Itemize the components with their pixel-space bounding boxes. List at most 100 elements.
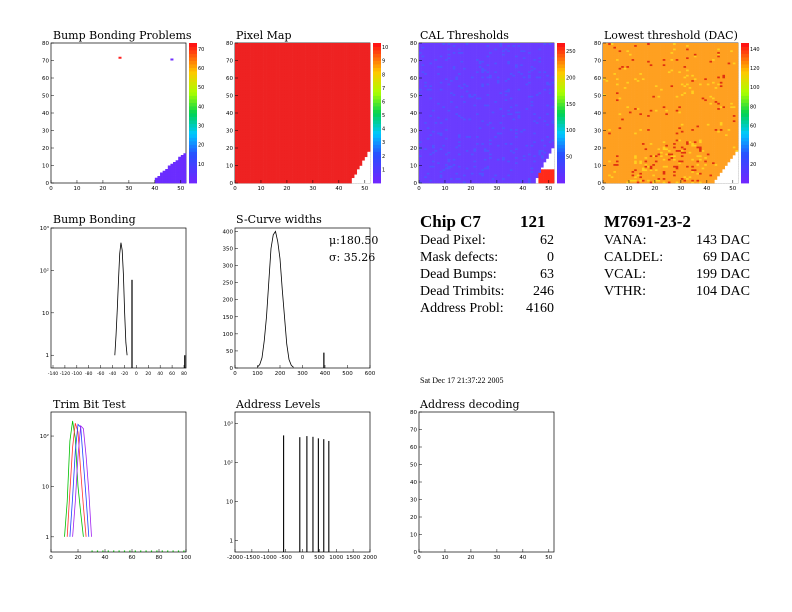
cal_thresholds-cell (450, 167, 454, 170)
pixel_map-cell (305, 65, 308, 68)
pixel_map-cell (279, 151, 283, 154)
pixel_map-cell (364, 48, 368, 51)
pixel_map-cell (258, 114, 262, 117)
pixel_map-cell (310, 135, 314, 138)
pixel_map-cell (250, 67, 254, 70)
pixel_map-cell (255, 163, 259, 166)
pixel_map-cell (294, 123, 298, 126)
pixel_map-cell (325, 48, 329, 51)
pixel_map-cell (299, 139, 303, 142)
pixel_map-cell (318, 176, 321, 179)
pixel_map-cell (346, 176, 350, 179)
cal_thresholds-cell (481, 177, 485, 180)
pixel_map-cell (328, 127, 332, 130)
pixel_map-cell (367, 90, 371, 93)
pixel_map-cell (263, 109, 267, 112)
pixel_map-cell (247, 83, 251, 86)
pixel_map-cell (354, 106, 358, 109)
cal_thresholds-cell (463, 165, 467, 168)
pixel_map-cell (362, 118, 366, 121)
pixel_map-cell (367, 79, 371, 82)
pixel_map-cell (315, 95, 319, 98)
pixel_map-cell (292, 167, 296, 170)
pixel_map-cell (362, 163, 366, 166)
cal_thresholds-cell (429, 170, 433, 173)
pixel_map-cell (341, 118, 345, 121)
pixel_map-cell (297, 139, 301, 142)
pixel_map-cell (312, 172, 316, 175)
pixel_map-cell (292, 172, 296, 175)
pixel_map-cell (260, 153, 264, 156)
pixel_map-cell (299, 97, 303, 100)
pixel_map-cell (367, 155, 371, 158)
pixel_map-cell (271, 93, 275, 96)
cal_thresholds-cell (434, 165, 438, 168)
pixel_map-cell (312, 109, 316, 112)
pixel_map-cell (349, 78, 353, 81)
pixel_map-cell (344, 174, 347, 177)
pixel_map-cell (245, 120, 249, 123)
pixel_map-cell (266, 86, 270, 89)
pixel_map-cell (302, 128, 306, 131)
pixel_map-cell (307, 106, 311, 109)
pixel_map-cell (333, 114, 337, 117)
pixel_map-cell (331, 95, 334, 98)
pixel_map-cell (341, 116, 345, 119)
pixel_map-cell (268, 181, 272, 184)
pixel_map-cell (266, 162, 270, 165)
pixel_map-cell (237, 165, 241, 168)
pixel_map-cell (302, 137, 306, 140)
cal_thresholds-cell (520, 179, 524, 182)
pixel_map-cell (354, 46, 358, 49)
pixel_map-colorbar-band (373, 53, 381, 58)
pixel_map-cell (271, 163, 275, 166)
pixel_map-cell (315, 76, 319, 79)
pixel_map-cell (349, 50, 353, 53)
pixel_map-cell (271, 181, 275, 184)
pixel_map-cell (279, 121, 283, 124)
cal_thresholds-cell (439, 170, 443, 173)
pixel_map-cell (297, 156, 301, 159)
pixel_map-cell (344, 43, 347, 46)
pixel_map-cell (341, 57, 345, 60)
pixel_map-cell (279, 174, 283, 177)
cal_thresholds-cell (491, 176, 495, 179)
pixel_map-cell (299, 79, 303, 82)
pixel_map-cell (289, 156, 293, 159)
pixel_map-cell (294, 170, 298, 173)
pixel_map-cell (292, 58, 296, 61)
pixel_map-cell (351, 83, 355, 86)
pixel_map-cell (307, 85, 311, 88)
pixel_map-cell (328, 172, 332, 175)
pixel_map-cell (357, 139, 360, 142)
pixel_map-cell (242, 48, 246, 51)
pixel_map-cell (294, 127, 298, 130)
pixel_map-cell (240, 53, 244, 56)
pixel_map-cell (338, 62, 342, 65)
pixel_map-cell (255, 55, 259, 58)
pixel_map-cell (357, 76, 360, 79)
pixel_map-cell (323, 78, 327, 81)
pixel_map-cell (325, 58, 329, 61)
pixel_map-cell (333, 162, 337, 165)
pixel_map-cell (237, 137, 241, 140)
pixel_map-cell (362, 135, 366, 138)
pixel_map-cell (364, 167, 368, 170)
cal_thresholds-cell (543, 172, 547, 175)
pixel_map-cell (367, 107, 371, 110)
pixel_map-cell (271, 158, 275, 161)
cal_thresholds-cell (520, 176, 524, 179)
cal_thresholds-cell (507, 167, 511, 170)
pixel_map-cell (299, 65, 303, 68)
pixel_map-cell (310, 149, 314, 152)
pixel_map-cell (299, 93, 303, 96)
pixel_map-cell (266, 83, 270, 86)
pixel_map-cell (305, 114, 308, 117)
pixel_map-cell (351, 132, 355, 135)
pixel_map-cell (362, 116, 366, 119)
pixel_map-cell (315, 64, 319, 67)
pixel_map-cell (344, 79, 347, 82)
pixel_map-cell (323, 120, 327, 123)
cal_thresholds-cell (457, 176, 461, 179)
pixel_map-cell (341, 165, 345, 168)
